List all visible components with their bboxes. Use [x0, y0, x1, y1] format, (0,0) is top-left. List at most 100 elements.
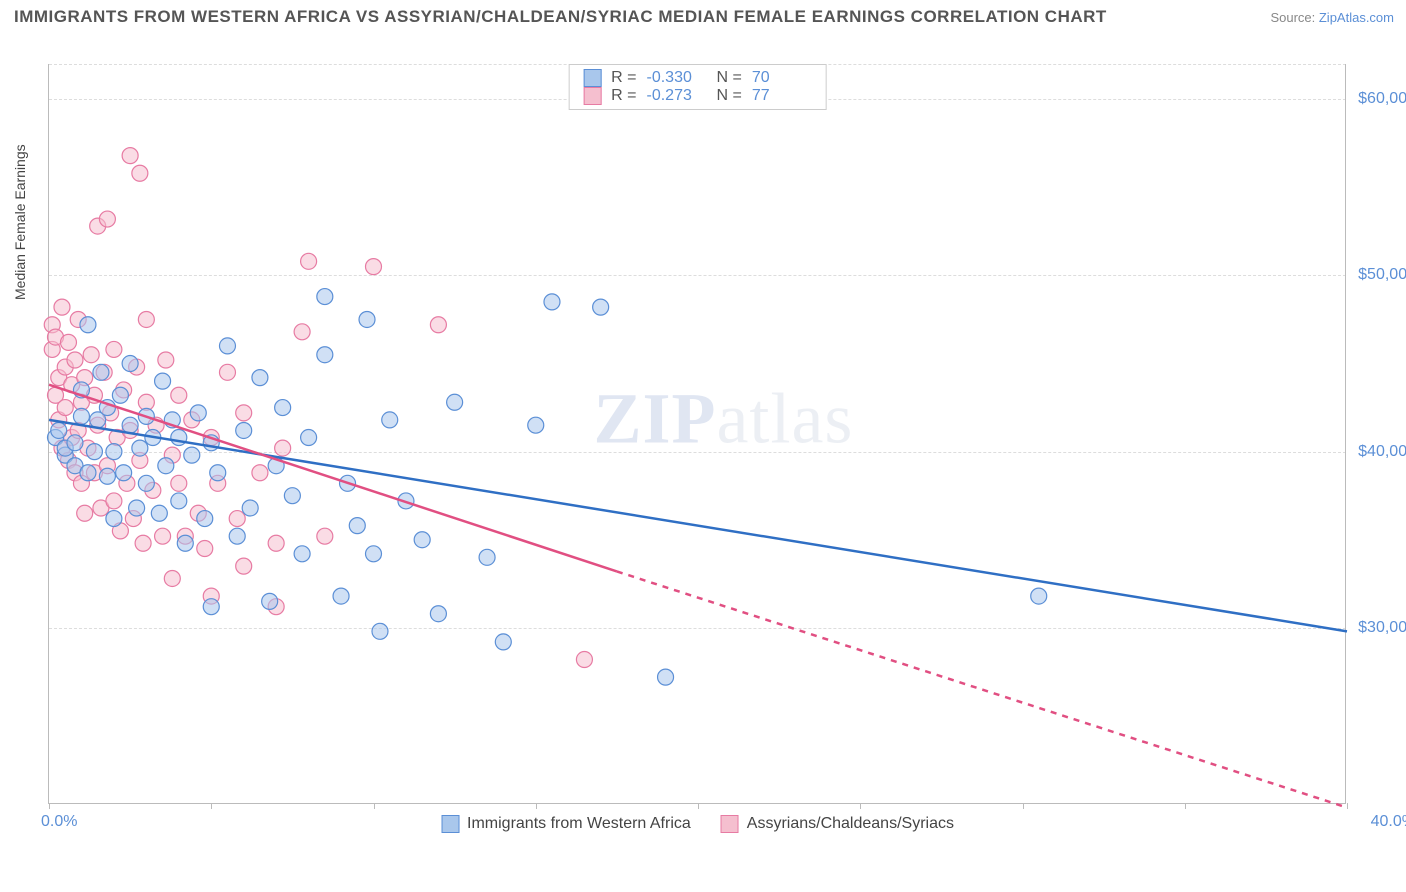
- data-point: [252, 465, 268, 481]
- data-point: [171, 387, 187, 403]
- data-point: [528, 417, 544, 433]
- source-attribution: Source: ZipAtlas.com: [1270, 10, 1394, 25]
- legend-item-blue: Immigrants from Western Africa: [441, 815, 691, 833]
- r-label: R =: [611, 69, 636, 87]
- x-max-label: 40.0%: [1371, 813, 1406, 831]
- data-point: [86, 444, 102, 460]
- data-point: [317, 528, 333, 544]
- trend-line: [49, 385, 617, 572]
- swatch-blue: [441, 815, 459, 833]
- data-point: [112, 387, 128, 403]
- series-legend: Immigrants from Western Africa Assyrians…: [441, 815, 954, 833]
- data-point: [366, 546, 382, 562]
- data-point: [164, 570, 180, 586]
- data-point: [67, 435, 83, 451]
- data-point: [155, 373, 171, 389]
- stats-row-pink: R = -0.273 N = 77: [583, 87, 812, 105]
- data-point: [219, 338, 235, 354]
- data-point: [93, 364, 109, 380]
- data-point: [294, 546, 310, 562]
- x-tick: [536, 803, 537, 809]
- trend-line: [49, 420, 1347, 631]
- data-point: [359, 311, 375, 327]
- stats-row-blue: R = -0.330 N = 70: [583, 69, 812, 87]
- data-point: [122, 148, 138, 164]
- swatch-pink: [583, 87, 601, 105]
- trend-line: [617, 571, 1347, 807]
- data-point: [658, 669, 674, 685]
- data-point: [106, 511, 122, 527]
- data-point: [544, 294, 560, 310]
- data-point: [275, 400, 291, 416]
- data-point: [138, 475, 154, 491]
- swatch-blue: [583, 69, 601, 87]
- data-point: [414, 532, 430, 548]
- data-point: [430, 606, 446, 622]
- data-point: [242, 500, 258, 516]
- data-point: [301, 253, 317, 269]
- x-tick: [1185, 803, 1186, 809]
- data-point: [372, 623, 388, 639]
- x-tick: [1347, 803, 1348, 809]
- source-link[interactable]: ZipAtlas.com: [1319, 10, 1394, 25]
- data-point: [67, 352, 83, 368]
- data-point: [447, 394, 463, 410]
- data-point: [116, 465, 132, 481]
- y-tick-label: $30,000: [1358, 619, 1406, 637]
- data-point: [1031, 588, 1047, 604]
- x-min-label: 0.0%: [41, 813, 77, 831]
- data-point: [106, 341, 122, 357]
- data-point: [275, 440, 291, 456]
- data-point: [80, 465, 96, 481]
- x-tick: [698, 803, 699, 809]
- data-point: [236, 558, 252, 574]
- data-point: [197, 511, 213, 527]
- data-point: [430, 317, 446, 333]
- n-label: N =: [717, 87, 742, 105]
- data-point: [51, 422, 67, 438]
- legend-item-pink: Assyrians/Chaldeans/Syriacs: [721, 815, 954, 833]
- data-point: [171, 493, 187, 509]
- x-tick: [1023, 803, 1024, 809]
- x-tick: [49, 803, 50, 809]
- data-point: [479, 549, 495, 565]
- x-tick: [860, 803, 861, 809]
- n-value-pink: 77: [752, 87, 812, 105]
- data-point: [184, 447, 200, 463]
- data-point: [190, 405, 206, 421]
- data-point: [317, 289, 333, 305]
- data-point: [197, 541, 213, 557]
- data-point: [229, 528, 245, 544]
- r-value-pink: -0.273: [647, 87, 707, 105]
- y-tick-label: $40,000: [1358, 443, 1406, 461]
- data-point: [80, 317, 96, 333]
- data-point: [60, 334, 76, 350]
- data-point: [262, 593, 278, 609]
- data-point: [203, 599, 219, 615]
- data-point: [57, 400, 73, 416]
- r-value-blue: -0.330: [647, 69, 707, 87]
- data-point: [210, 465, 226, 481]
- data-point: [382, 412, 398, 428]
- data-point: [73, 408, 89, 424]
- data-point: [294, 324, 310, 340]
- data-point: [122, 356, 138, 372]
- chart-title: IMMIGRANTS FROM WESTERN AFRICA VS ASSYRI…: [14, 7, 1107, 27]
- data-point: [366, 259, 382, 275]
- data-point: [252, 370, 268, 386]
- data-point: [135, 535, 151, 551]
- data-point: [54, 299, 70, 315]
- x-tick: [211, 803, 212, 809]
- y-tick-label: $60,000: [1358, 90, 1406, 108]
- stats-legend-box: R = -0.330 N = 70 R = -0.273 N = 77: [568, 64, 827, 110]
- x-tick: [374, 803, 375, 809]
- y-axis-label: Median Female Earnings: [12, 144, 28, 300]
- data-point: [236, 422, 252, 438]
- data-point: [132, 440, 148, 456]
- r-label: R =: [611, 87, 636, 105]
- data-point: [99, 211, 115, 227]
- data-point: [77, 505, 93, 521]
- n-value-blue: 70: [752, 69, 812, 87]
- swatch-pink: [721, 815, 739, 833]
- data-point: [317, 347, 333, 363]
